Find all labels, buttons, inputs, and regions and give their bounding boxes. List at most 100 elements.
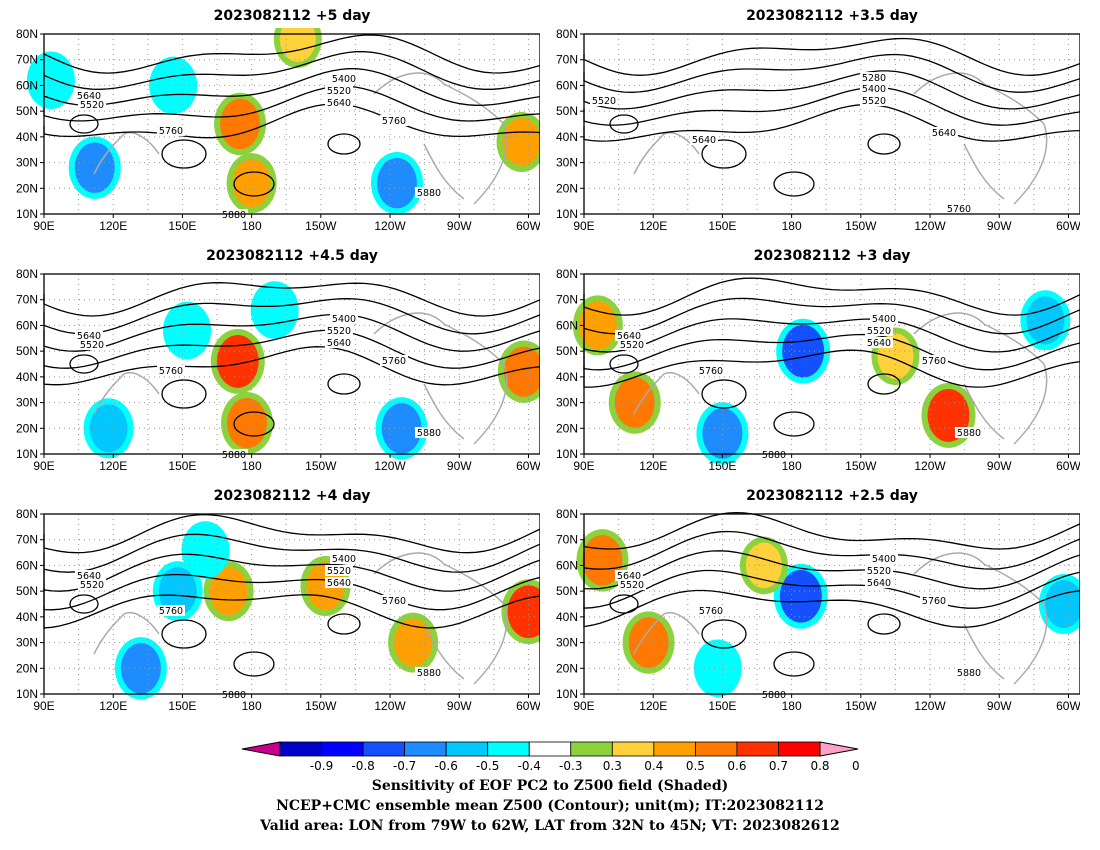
contour-label: 5880 — [957, 668, 981, 679]
contour-label: 5760 — [159, 126, 183, 137]
x-tick-label: 90E — [33, 699, 54, 713]
contour-label-bg — [860, 83, 888, 94]
y-tick-label: 20N — [16, 181, 38, 195]
contour-closed — [69, 114, 99, 134]
sensitivity-core — [227, 397, 268, 449]
contour-line — [583, 318, 1080, 353]
contour-label-bg — [157, 365, 185, 376]
plot-frame — [43, 273, 540, 455]
contour-line — [583, 333, 1080, 371]
x-tick-label: 150E — [168, 219, 196, 233]
contour-closed — [609, 354, 639, 374]
coastline — [93, 612, 160, 655]
contour-label: 5280 — [862, 73, 886, 84]
sensitivity-core — [220, 98, 261, 150]
contour-label-bg — [945, 203, 973, 214]
y-tick-label: 60N — [16, 558, 38, 572]
contour-label-bg — [615, 570, 643, 581]
contour-label: 5880 — [957, 428, 981, 439]
contour-closed — [701, 139, 747, 169]
x-tick-label: 60W — [516, 219, 540, 233]
contour-label: 5880 — [222, 450, 246, 461]
x-tick-label: 150W — [305, 699, 337, 713]
y-tick-label: 60N — [16, 78, 38, 92]
contour-line — [583, 349, 1080, 388]
sensitivity-core — [779, 569, 822, 623]
x-tick-label: 60W — [516, 699, 540, 713]
coastline — [963, 383, 1005, 440]
y-tick-label: 70N — [16, 293, 38, 307]
contour-label-bg — [870, 553, 898, 564]
contour-label-bg — [920, 595, 948, 606]
x-tick-label: 150W — [845, 699, 877, 713]
y-tick-label: 80N — [556, 508, 578, 521]
y-tick-label: 40N — [556, 370, 578, 384]
contour-label: 5640 — [617, 331, 641, 342]
contour-closed — [867, 373, 901, 395]
contour-closed — [773, 411, 815, 437]
sensitivity-core — [1026, 296, 1065, 345]
y-tick-label: 80N — [556, 28, 578, 41]
y-tick-label: 10N — [16, 687, 38, 701]
x-tick-label: 90E — [573, 459, 594, 473]
contour-label: 5520 — [867, 566, 891, 577]
x-tick-label: 120W — [374, 219, 406, 233]
contour-label-bg — [78, 339, 106, 350]
x-tick-label: 90W — [447, 219, 472, 233]
sensitivity-core — [89, 404, 128, 453]
y-tick-label: 30N — [556, 636, 578, 650]
contour-label: 5880 — [417, 188, 441, 199]
y-tick-label: 40N — [556, 610, 578, 624]
contour-label-bg — [865, 565, 893, 576]
panel-title: 2023082112 +5 day — [213, 8, 371, 24]
y-tick-label: 40N — [16, 130, 38, 144]
y-tick-label: 50N — [16, 584, 38, 598]
colorbar-tick-label: -0.7 — [393, 759, 416, 773]
x-tick-label: 150W — [845, 219, 877, 233]
contour-label-bg — [415, 187, 443, 198]
caption-line-2: NCEP+CMC ensemble mean Z500 (Contour); u… — [276, 798, 824, 814]
y-tick-label: 50N — [556, 344, 578, 358]
contour-line — [43, 85, 540, 122]
contour-label: 5520 — [327, 86, 351, 97]
contour-line — [583, 277, 1080, 316]
contour-closed — [161, 139, 207, 169]
colorbar-low-arrow — [241, 741, 281, 757]
colorbar-swatch — [279, 741, 322, 757]
contour-closed — [327, 373, 361, 395]
contour-line — [43, 573, 540, 611]
x-tick-label: 120W — [914, 699, 946, 713]
contour-label-bg — [78, 579, 106, 590]
contour-line — [583, 550, 1080, 590]
y-tick-label: 10N — [556, 687, 578, 701]
contour-label: 5760 — [922, 356, 946, 367]
contour-label: 5760 — [382, 596, 406, 607]
contour-label: 5640 — [932, 128, 956, 139]
contour-label: 5520 — [620, 340, 644, 351]
y-tick-label: 70N — [556, 293, 578, 307]
x-tick-label: 120E — [639, 699, 667, 713]
sensitivity-core — [155, 62, 192, 109]
contour-line — [583, 511, 1080, 550]
contour-label: 5880 — [417, 668, 441, 679]
y-tick-label: 20N — [556, 661, 578, 675]
y-tick-label: 10N — [556, 447, 578, 461]
y-tick-label: 30N — [16, 396, 38, 410]
contour-label: 5640 — [327, 338, 351, 349]
x-tick-label: 180 — [782, 219, 802, 233]
contour-label-bg — [330, 313, 358, 324]
panel-3: 2023082112 +4.5 day 5520 5400 5520 5640 5640… — [16, 248, 540, 488]
plot-frame — [43, 33, 540, 215]
contour-label-bg — [415, 427, 443, 438]
contour-label-bg — [330, 73, 358, 84]
x-tick-label: 150W — [305, 219, 337, 233]
contour-label: 5640 — [327, 98, 351, 109]
contour-closed — [327, 613, 361, 635]
sensitivity-core — [187, 527, 224, 573]
x-tick-label: 90E — [33, 219, 54, 233]
contour-line — [43, 50, 540, 90]
contour-closed — [867, 613, 901, 635]
